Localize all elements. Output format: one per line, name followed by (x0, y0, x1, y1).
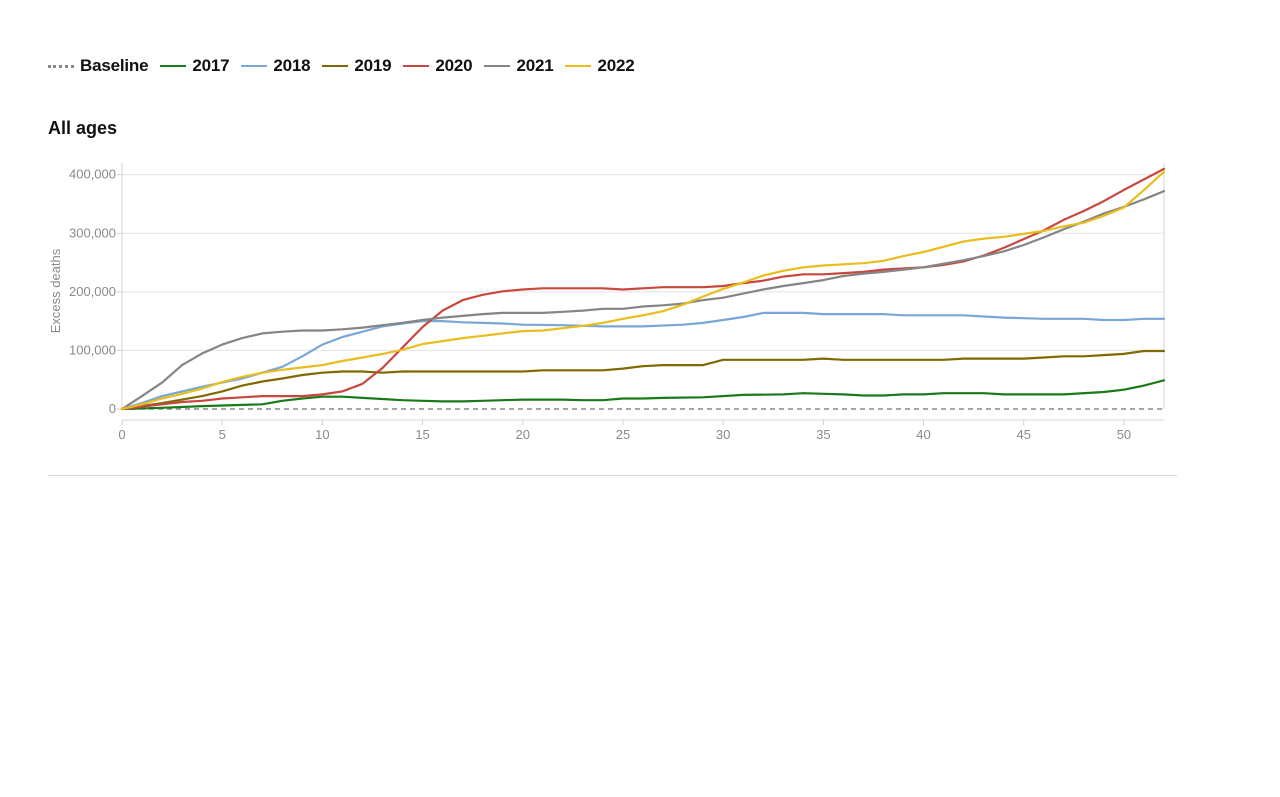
x-tick-label: 50 (1117, 427, 1131, 442)
legend-item-2021[interactable]: 2021 (484, 56, 554, 76)
legend-label-2021: 2021 (516, 56, 554, 75)
chart-title: All ages (48, 118, 118, 138)
legend-swatch-2017 (160, 65, 187, 67)
x-tick-label: 40 (916, 427, 930, 442)
legend-item-2020[interactable]: 2020 (403, 56, 473, 76)
series-line-2022 (120, 170, 1166, 411)
line-chart: 0 100,000 200,000 300,000 400,000 0 5 10 15 20 25 3… (48, 163, 1166, 442)
series-line-2020 (120, 167, 1166, 411)
x-tick-label: 20 (516, 427, 530, 442)
series-line-2021 (120, 190, 1166, 411)
legend-swatch-2018 (241, 65, 268, 67)
x-tick-label: 35 (816, 427, 830, 442)
chart-legend: Baseline 2017 2018 2019 2020 2021 2022 (48, 56, 647, 76)
legend-swatch-2020 (403, 65, 430, 67)
legend-swatch-2021 (484, 65, 511, 67)
x-tick-label: 30 (716, 427, 730, 442)
x-tick-label: 5 (219, 427, 226, 442)
legend-label-baseline: Baseline (80, 56, 149, 75)
series-line-2017 (120, 379, 1166, 411)
legend-label-2019: 2019 (354, 56, 392, 75)
legend-item-2018[interactable]: 2018 (241, 56, 311, 76)
section-divider (48, 475, 1177, 476)
y-tick-label: 200,000 (69, 284, 116, 299)
legend-item-baseline[interactable]: Baseline (48, 56, 149, 76)
x-tick-label: 45 (1016, 427, 1030, 442)
legend-swatch-2019 (322, 65, 349, 67)
y-tick-label: 100,000 (69, 342, 116, 357)
legend-label-2017: 2017 (192, 56, 230, 75)
x-tick-label: 15 (415, 427, 429, 442)
legend-item-2019[interactable]: 2019 (322, 56, 392, 76)
legend-swatch-2022 (565, 65, 592, 67)
legend-label-2018: 2018 (273, 56, 311, 75)
legend-label-2020: 2020 (435, 56, 473, 75)
legend-item-2017[interactable]: 2017 (160, 56, 230, 76)
y-axis-label: Excess deaths (48, 248, 63, 333)
legend-label-2022: 2022 (597, 56, 635, 75)
x-tick-label: 0 (118, 427, 125, 442)
x-tick-label: 25 (616, 427, 630, 442)
y-tick-label: 400,000 (69, 167, 116, 182)
y-tick-label: 0 (109, 401, 116, 416)
series-line-2019 (120, 349, 1166, 411)
y-tick-label: 300,000 (69, 225, 116, 240)
legend-swatch-baseline (48, 64, 74, 68)
x-tick-label: 10 (315, 427, 329, 442)
legend-item-2022[interactable]: 2022 (565, 56, 635, 76)
